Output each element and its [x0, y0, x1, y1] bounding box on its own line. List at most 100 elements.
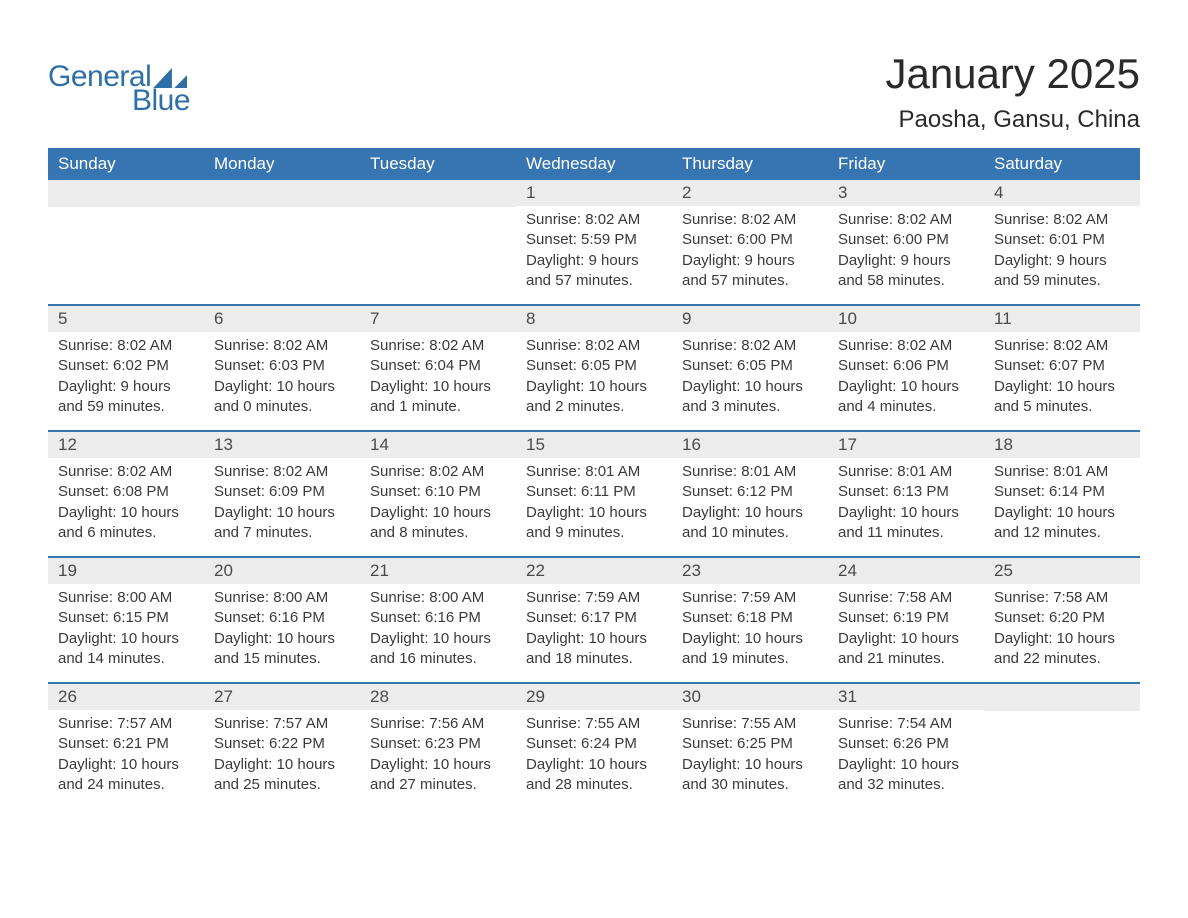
day-number: 2: [672, 180, 828, 206]
sunset-label: Sunset:: [58, 483, 109, 500]
day-body: Sunrise: 8:02 AMSunset: 6:00 PMDaylight:…: [672, 206, 828, 297]
sunset-value: 6:07 PM: [1049, 357, 1105, 374]
day-number: 18: [984, 432, 1140, 458]
sunset-value: 6:24 PM: [581, 735, 637, 752]
sunset-line: Sunset: 6:24 PM: [526, 734, 662, 754]
sunrise-line: Sunrise: 8:01 AM: [682, 462, 818, 482]
sunrise-line: Sunrise: 8:02 AM: [682, 336, 818, 356]
sunrise-line: Sunrise: 8:01 AM: [994, 462, 1130, 482]
daylight-label: Daylight:: [526, 252, 584, 269]
sunset-label: Sunset:: [682, 609, 733, 626]
sunrise-line: Sunrise: 8:02 AM: [58, 336, 194, 356]
sunset-line: Sunset: 6:04 PM: [370, 356, 506, 376]
daylight-line: Daylight: 10 hours and 15 minutes.: [214, 629, 350, 670]
day-body: Sunrise: 8:01 AMSunset: 6:14 PMDaylight:…: [984, 458, 1140, 549]
sunset-line: Sunset: 6:16 PM: [370, 608, 506, 628]
sunrise-value: 7:56 AM: [429, 715, 484, 732]
sunrise-line: Sunrise: 8:01 AM: [838, 462, 974, 482]
sunset-label: Sunset:: [682, 483, 733, 500]
calendar-week: 5Sunrise: 8:02 AMSunset: 6:02 PMDaylight…: [48, 304, 1140, 430]
daylight-line: Daylight: 9 hours and 59 minutes.: [58, 377, 194, 418]
sunset-label: Sunset:: [370, 609, 421, 626]
daylight-label: Daylight:: [682, 504, 740, 521]
day-number: 22: [516, 558, 672, 584]
day-body: Sunrise: 8:01 AMSunset: 6:12 PMDaylight:…: [672, 458, 828, 549]
day-body: Sunrise: 8:00 AMSunset: 6:16 PMDaylight:…: [360, 584, 516, 675]
sunset-label: Sunset:: [214, 735, 265, 752]
day-number: 4: [984, 180, 1140, 206]
calendar: SundayMondayTuesdayWednesdayThursdayFrid…: [48, 148, 1140, 808]
sunrise-value: 8:01 AM: [1053, 463, 1108, 480]
day-body: Sunrise: 7:58 AMSunset: 6:20 PMDaylight:…: [984, 584, 1140, 675]
sunrise-label: Sunrise:: [526, 463, 581, 480]
sunrise-value: 7:55 AM: [585, 715, 640, 732]
sunset-value: 6:25 PM: [737, 735, 793, 752]
sunset-line: Sunset: 6:10 PM: [370, 482, 506, 502]
sunrise-line: Sunrise: 8:00 AM: [214, 588, 350, 608]
sunrise-label: Sunrise:: [682, 463, 737, 480]
sunrise-label: Sunrise:: [838, 715, 893, 732]
sunrise-label: Sunrise:: [370, 715, 425, 732]
daylight-label: Daylight:: [370, 378, 428, 395]
day-cell: 27Sunrise: 7:57 AMSunset: 6:22 PMDayligh…: [204, 684, 360, 808]
day-cell: 26Sunrise: 7:57 AMSunset: 6:21 PMDayligh…: [48, 684, 204, 808]
daylight-line: Daylight: 9 hours and 57 minutes.: [682, 251, 818, 292]
sunrise-value: 8:02 AM: [585, 211, 640, 228]
weekday-header: Monday: [204, 148, 360, 180]
daylight-label: Daylight:: [214, 504, 272, 521]
day-body: Sunrise: 8:02 AMSunset: 6:05 PMDaylight:…: [516, 332, 672, 423]
day-cell: 23Sunrise: 7:59 AMSunset: 6:18 PMDayligh…: [672, 558, 828, 682]
day-cell: 11Sunrise: 8:02 AMSunset: 6:07 PMDayligh…: [984, 306, 1140, 430]
day-number: 7: [360, 306, 516, 332]
sunset-value: 6:14 PM: [1049, 483, 1105, 500]
sunrise-value: 7:58 AM: [897, 589, 952, 606]
day-number: 9: [672, 306, 828, 332]
sunset-label: Sunset:: [526, 357, 577, 374]
sunset-line: Sunset: 6:19 PM: [838, 608, 974, 628]
sunrise-value: 8:02 AM: [117, 463, 172, 480]
sunrise-line: Sunrise: 7:55 AM: [526, 714, 662, 734]
daylight-label: Daylight:: [370, 630, 428, 647]
blank-day-head: [360, 180, 516, 207]
sunrise-value: 8:02 AM: [273, 463, 328, 480]
daylight-line: Daylight: 10 hours and 19 minutes.: [682, 629, 818, 670]
logo-sail-icon: [153, 68, 187, 88]
sunrise-line: Sunrise: 7:58 AM: [838, 588, 974, 608]
day-cell: 14Sunrise: 8:02 AMSunset: 6:10 PMDayligh…: [360, 432, 516, 556]
day-cell: 25Sunrise: 7:58 AMSunset: 6:20 PMDayligh…: [984, 558, 1140, 682]
sunset-label: Sunset:: [214, 483, 265, 500]
daylight-line: Daylight: 10 hours and 22 minutes.: [994, 629, 1130, 670]
sunset-value: 6:18 PM: [737, 609, 793, 626]
day-number: 5: [48, 306, 204, 332]
sunset-value: 6:16 PM: [269, 609, 325, 626]
day-number: 31: [828, 684, 984, 710]
sunrise-line: Sunrise: 8:00 AM: [58, 588, 194, 608]
sunset-value: 6:26 PM: [893, 735, 949, 752]
month-title: January 2025: [885, 50, 1140, 98]
sunrise-label: Sunrise:: [838, 463, 893, 480]
sunset-value: 6:22 PM: [269, 735, 325, 752]
daylight-label: Daylight:: [58, 630, 116, 647]
sunset-label: Sunset:: [838, 735, 889, 752]
sunrise-label: Sunrise:: [994, 337, 1049, 354]
sunrise-label: Sunrise:: [526, 211, 581, 228]
weekday-header-row: SundayMondayTuesdayWednesdayThursdayFrid…: [48, 148, 1140, 180]
sunrise-label: Sunrise:: [682, 337, 737, 354]
sunset-value: 6:05 PM: [581, 357, 637, 374]
day-number: 12: [48, 432, 204, 458]
sunset-line: Sunset: 6:07 PM: [994, 356, 1130, 376]
sunset-label: Sunset:: [214, 357, 265, 374]
sunrise-label: Sunrise:: [370, 337, 425, 354]
sunrise-line: Sunrise: 7:58 AM: [994, 588, 1130, 608]
daylight-label: Daylight:: [526, 630, 584, 647]
day-body: Sunrise: 8:01 AMSunset: 6:13 PMDaylight:…: [828, 458, 984, 549]
daylight-line: Daylight: 10 hours and 8 minutes.: [370, 503, 506, 544]
sunset-value: 6:00 PM: [737, 231, 793, 248]
sunset-value: 6:03 PM: [269, 357, 325, 374]
sunset-label: Sunset:: [370, 483, 421, 500]
day-cell: 29Sunrise: 7:55 AMSunset: 6:24 PMDayligh…: [516, 684, 672, 808]
sunrise-line: Sunrise: 8:02 AM: [370, 336, 506, 356]
sunset-value: 6:00 PM: [893, 231, 949, 248]
day-body: Sunrise: 8:02 AMSunset: 6:07 PMDaylight:…: [984, 332, 1140, 423]
day-cell: 10Sunrise: 8:02 AMSunset: 6:06 PMDayligh…: [828, 306, 984, 430]
